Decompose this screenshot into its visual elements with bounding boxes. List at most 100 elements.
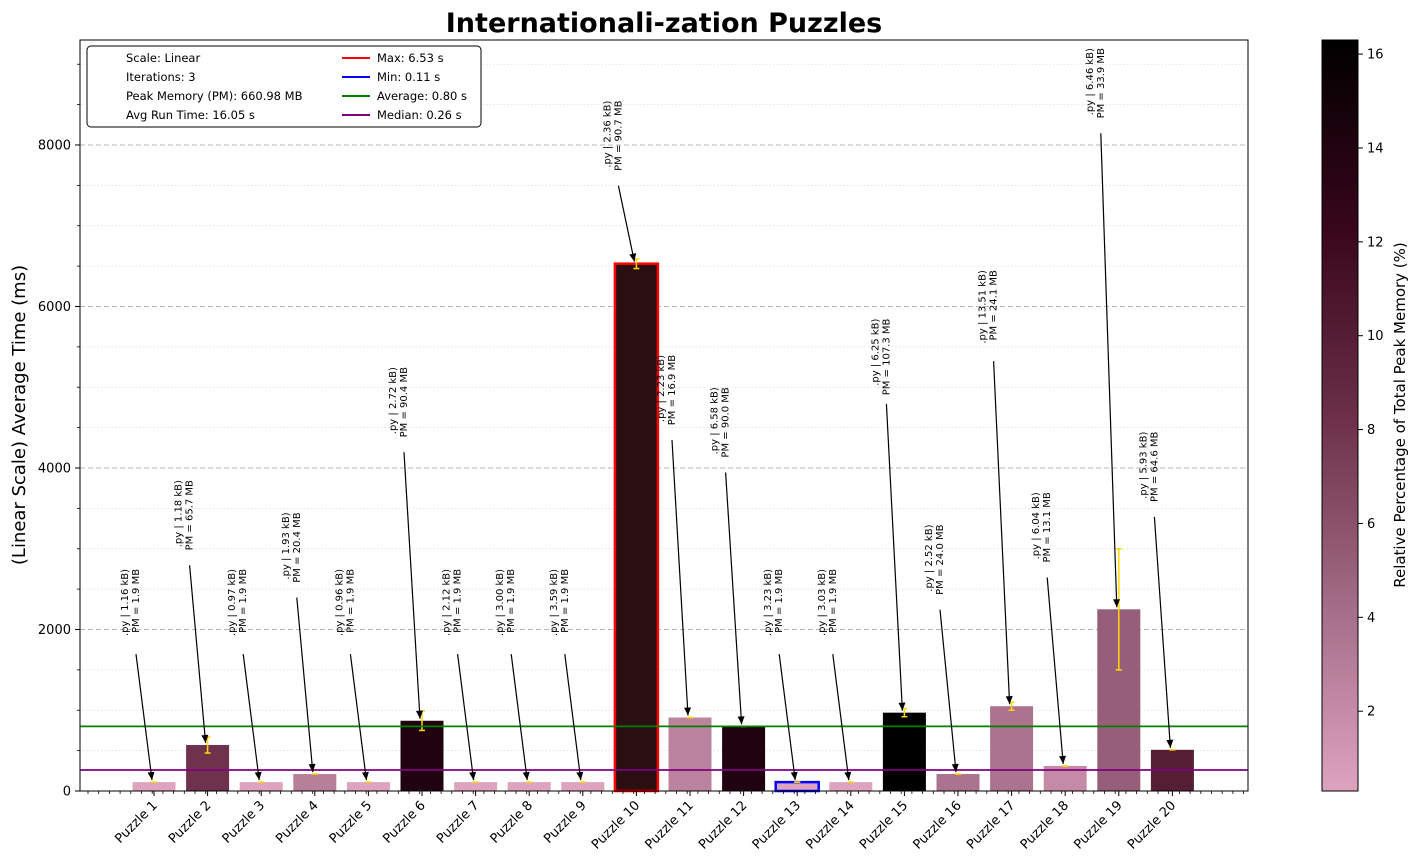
bar-17: [990, 706, 1034, 791]
annotation-arrow: [1153, 516, 1171, 748]
bar-13: [774, 780, 820, 793]
annotation-arrowhead: [1059, 755, 1067, 764]
x-tick-label-17: Puzzle 17: [964, 798, 1018, 852]
x-tick-label-18: Puzzle 18: [1018, 798, 1072, 852]
annotation-arrow: [671, 440, 689, 716]
bar-11: [668, 717, 712, 791]
annotation-line: PM = 24.0 MB: [935, 524, 946, 594]
bar-annotation-9: .py | 3.59 kB)PM = 1.9 MB: [549, 569, 584, 781]
bar-4: [293, 774, 337, 791]
annotation-line: .py | 6.04 kB): [1031, 492, 1042, 559]
bar-annotation-8: .py | 3.00 kB)PM = 1.9 MB: [495, 569, 530, 781]
annotation-line: PM = 1.9 MB: [828, 569, 839, 633]
annotation-line: PM = 13.1 MB: [1042, 492, 1053, 562]
x-tick-label-10: Puzzle 10: [589, 798, 643, 852]
annotation-line: .py | 2.23 kB): [656, 355, 667, 422]
annotation-arrow: [457, 654, 475, 781]
bar-annotation-15: .py | 6.25 kB)PM = 107.3 MB: [870, 318, 906, 711]
bar-annotation-4: .py | 1.93 kB)PM = 20.4 MB: [281, 512, 316, 773]
bar-annotation-11: .py | 2.23 kB)PM = 16.9 MB: [656, 355, 692, 716]
annotation-text: .py | 1.16 kB)PM = 1.9 MB: [120, 569, 142, 636]
annotation-arrow: [564, 654, 582, 781]
annotation-arrow: [993, 361, 1011, 705]
annotation-text: .py | 0.97 kB)PM = 1.9 MB: [227, 569, 249, 636]
annotation-arrowhead: [790, 771, 798, 781]
y-tick-label: 8000: [38, 138, 71, 153]
x-tick-label-13: Puzzle 13: [750, 798, 804, 852]
plot-frame: [79, 39, 1249, 792]
y-tick-label: 6000: [38, 300, 71, 315]
annotation-text: .py | 3.23 kB)PM = 1.9 MB: [763, 569, 785, 636]
chart-title: Internationali-zation Puzzles: [446, 8, 882, 39]
colorbar: 2 4 6 8 10 12 14 16 Relative Percentage of Tota…: [1321, 39, 1409, 792]
annotation-arrowhead: [684, 707, 692, 716]
annotation-line: .py | 3.59 kB): [549, 569, 560, 636]
bar-annotation-1: .py | 1.16 kB)PM = 1.9 MB: [120, 569, 155, 781]
bar-8: [507, 782, 551, 791]
bar-annotation-16: .py | 2.52 kB)PM = 24.0 MB: [924, 524, 959, 773]
annotation-text: .py | 5.93 kB)PM = 64.6 MB: [1138, 432, 1160, 502]
colorbar-tick-label: 16: [1367, 48, 1384, 63]
annotation-line: PM = 33.9 MB: [1096, 48, 1107, 118]
x-tick-label-8: Puzzle 8: [488, 798, 536, 846]
bar-annotation-7: .py | 2.12 kB)PM = 1.9 MB: [442, 569, 477, 781]
annotation-line: .py | 13.51 kB): [978, 270, 989, 344]
bar-annotation-6: .py | 2.72 kB)PM = 90.4 MB: [388, 367, 424, 719]
bar-16: [936, 774, 980, 791]
annotation-text: .py | 1.18 kB)PM = 65.7 MB: [174, 480, 196, 550]
annotation-text: .py | 2.12 kB)PM = 1.9 MB: [442, 569, 464, 636]
bar-12: [722, 726, 766, 791]
x-tick-label-1: Puzzle 1: [112, 798, 160, 846]
annotation-line: .py | 5.93 kB): [1138, 432, 1149, 499]
bar-10: [613, 262, 660, 793]
bar-annotation-12: .py | 6.58 kB)PM = 90.0 MB: [710, 387, 745, 725]
legend-info-iterations: Iterations: 3: [126, 70, 196, 84]
x-tick-label-7: Puzzle 7: [434, 798, 482, 846]
annotation-text: .py | 0.96 kB)PM = 1.9 MB: [334, 569, 356, 636]
bar-annotation-19: .py | 6.46 kB)PM = 33.9 MB: [1085, 48, 1121, 608]
x-tick-label-6: Puzzle 6: [380, 798, 428, 846]
x-tick-label-20: Puzzle 20: [1125, 798, 1179, 852]
colorbar-label: Relative Percentage of Total Peak Memory…: [1391, 242, 1409, 588]
annotation-line: .py | 1.18 kB): [174, 480, 185, 547]
annotation-line: PM = 20.4 MB: [292, 512, 303, 582]
annotation-text: .py | 2.36 kB)PM = 90.7 MB: [602, 100, 624, 170]
colorbar-tick-label: 14: [1367, 141, 1384, 156]
legend-min-label: Min: 0.11 s: [377, 70, 440, 84]
annotation-line: .py | 6.46 kB): [1085, 48, 1096, 115]
annotation-line: .py | 2.12 kB): [442, 569, 453, 636]
annotation-text: .py | 13.51 kB)PM = 24.1 MB: [978, 270, 1000, 344]
bar-annotations: .py | 1.16 kB)PM = 1.9 MB.py | 1.18 kB)P…: [120, 48, 1174, 781]
bar-7: [454, 782, 498, 791]
annotation-arrowhead: [254, 771, 262, 781]
annotation-line: PM = 90.0 MB: [721, 387, 732, 457]
annotation-arrow: [510, 654, 528, 781]
annotation-line: PM = 1.9 MB: [506, 569, 517, 633]
bar-9: [561, 782, 605, 791]
legend-average-label: Average: 0.80 s: [377, 89, 467, 103]
annotation-line: PM = 65.7 MB: [185, 480, 196, 550]
annotation-line: PM = 1.9 MB: [560, 569, 571, 633]
x-tick-label-12: Puzzle 12: [696, 798, 750, 852]
annotation-text: .py | 6.25 kB)PM = 107.3 MB: [870, 318, 892, 395]
annotation-line: PM = 24.1 MB: [989, 270, 1000, 340]
annotation-line: PM = 1.9 MB: [131, 569, 142, 633]
y-tick-label: 2000: [38, 623, 71, 638]
colorbar-tick-label: 6: [1367, 517, 1375, 532]
annotation-text: .py | 6.46 kB)PM = 33.9 MB: [1085, 48, 1107, 118]
annotation-arrowhead: [416, 710, 424, 719]
annotation-line: .py | 3.00 kB): [495, 569, 506, 636]
x-tick-label-19: Puzzle 19: [1071, 798, 1125, 852]
legend-info-avg-run-time: Avg Run Time: 16.05 s: [126, 108, 255, 122]
bar-annotation-14: .py | 3.03 kB)PM = 1.9 MB: [817, 569, 852, 781]
annotation-line: PM = 1.9 MB: [774, 569, 785, 633]
bar-1: [132, 782, 176, 791]
annotation-arrow: [1046, 577, 1064, 765]
annotation-text: .py | 3.59 kB)PM = 1.9 MB: [549, 569, 571, 636]
annotation-arrow: [349, 654, 367, 781]
annotation-line: .py | 2.36 kB): [602, 100, 613, 167]
colorbar-ticks: 2 4 6 8 10 12 14 16: [1358, 48, 1384, 720]
annotation-line: .py | 0.97 kB): [227, 569, 238, 636]
annotation-arrow: [189, 565, 207, 744]
annotation-arrowhead: [201, 734, 209, 743]
